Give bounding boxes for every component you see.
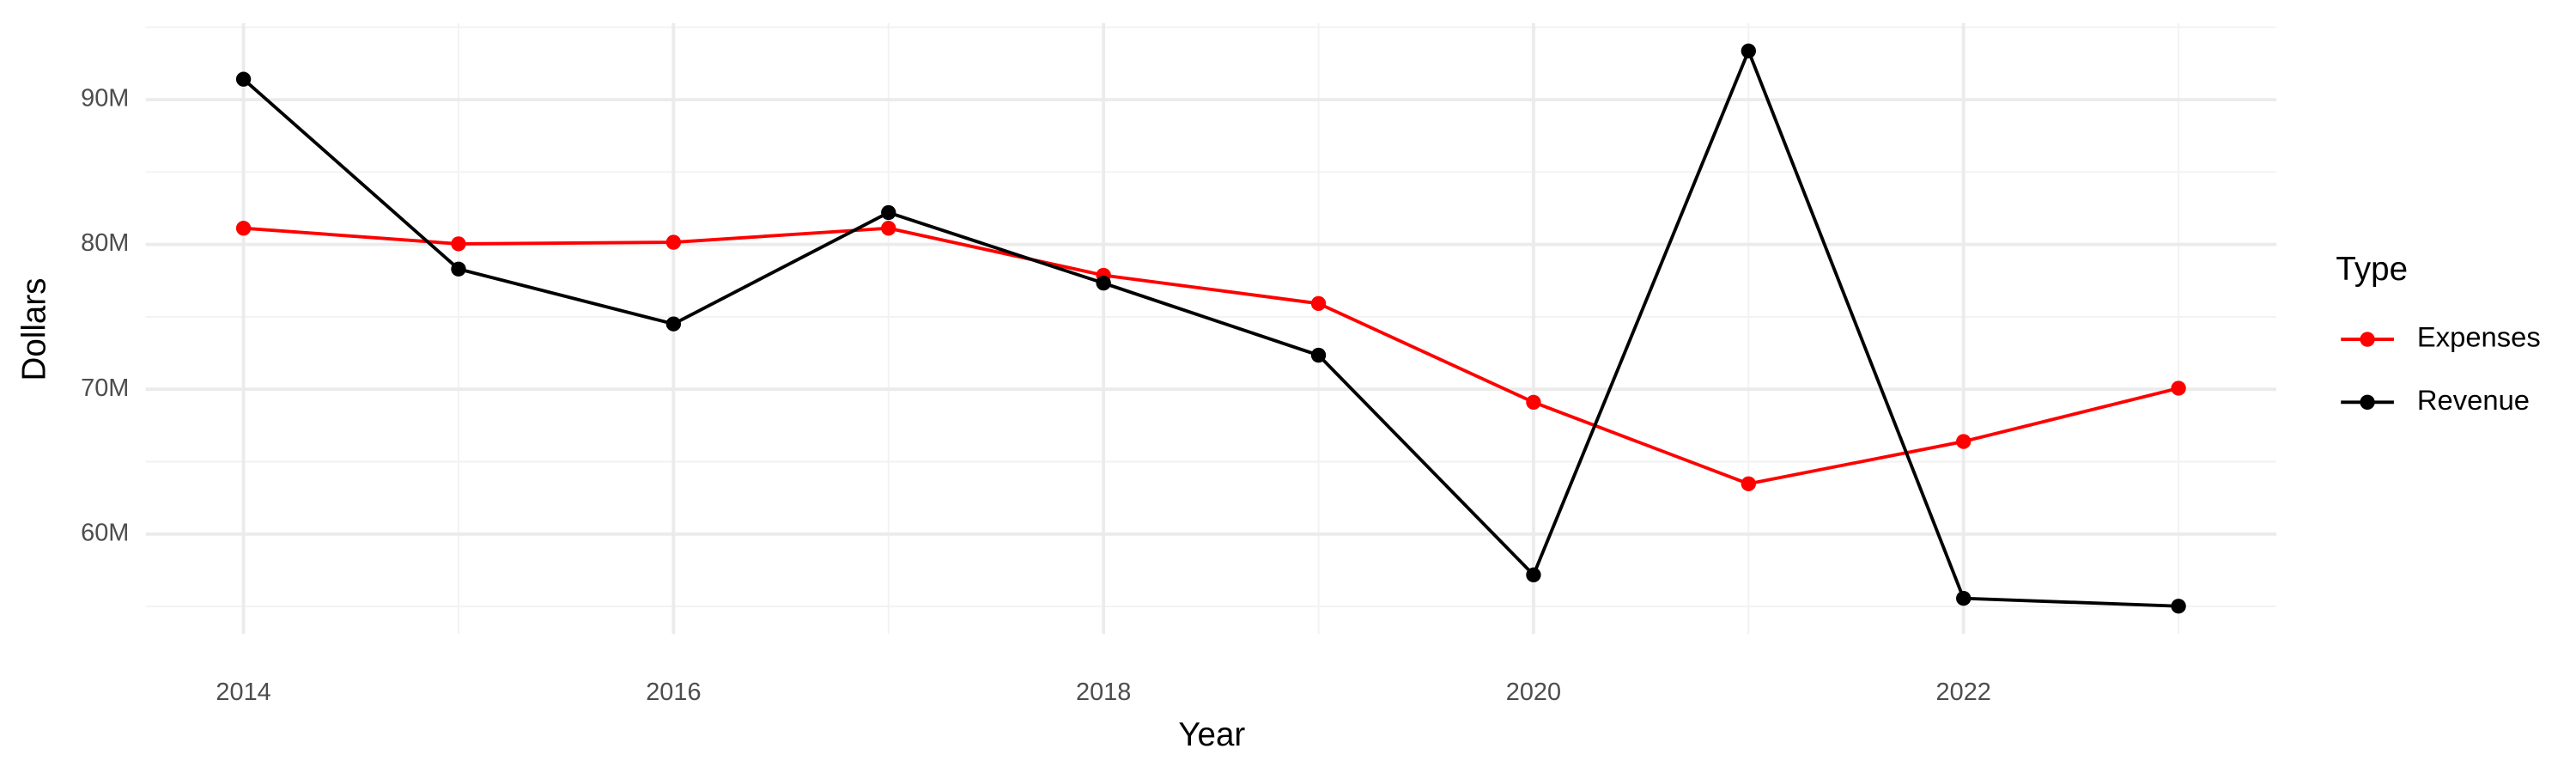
- data-point: [1310, 347, 1327, 363]
- data-point: [451, 261, 466, 277]
- legend-title: Type: [2336, 251, 2408, 288]
- y-tick-label: 60M: [81, 519, 129, 546]
- data-point: [235, 221, 252, 236]
- data-point: [1310, 295, 1327, 312]
- x-tick-label: 2022: [1936, 679, 1991, 706]
- data-point: [235, 71, 252, 87]
- x-tick-label: 2016: [646, 679, 701, 706]
- data-point: [2171, 599, 2186, 614]
- y-tick-label: 70M: [81, 374, 129, 402]
- data-point: [1956, 590, 1971, 606]
- x-tick-label: 2020: [1506, 679, 1561, 706]
- data-point: [1741, 476, 1756, 491]
- data-point: [881, 204, 896, 221]
- data-point: [665, 234, 682, 250]
- data-point: [881, 221, 896, 236]
- data-point: [1096, 275, 1111, 291]
- legend-marker: [2360, 394, 2375, 410]
- legend-label: Expenses: [2417, 321, 2541, 353]
- y-tick-label: 90M: [81, 85, 129, 113]
- data-point: [1526, 394, 1541, 411]
- data-point: [1741, 43, 1756, 59]
- y-axis-title: Dollars: [16, 278, 53, 381]
- series-line: [242, 46, 2179, 608]
- legend-marker: [2360, 332, 2375, 347]
- x-tick-label: 2014: [216, 679, 270, 706]
- legend-label: Revenue: [2417, 384, 2530, 416]
- y-tick-label: 80M: [81, 229, 129, 257]
- x-axis-title: Year: [1178, 716, 1245, 753]
- data-point: [451, 236, 466, 252]
- x-tick-label: 2018: [1076, 679, 1131, 706]
- data-point: [2171, 380, 2186, 396]
- series-line: [243, 226, 2179, 486]
- data-point: [1526, 567, 1541, 583]
- data-point: [1956, 434, 1971, 449]
- data-point: [665, 316, 682, 332]
